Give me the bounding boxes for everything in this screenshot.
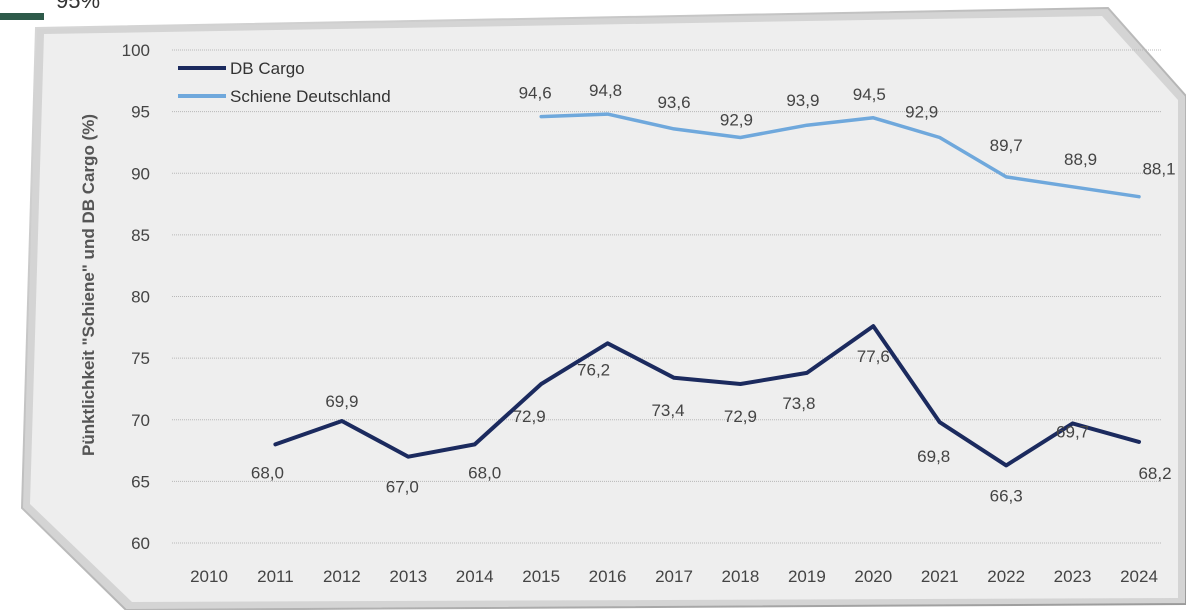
data-label: 66,3 [990, 486, 1023, 505]
y-tick-label: 95 [131, 103, 150, 122]
x-tick-label: 2023 [1054, 567, 1092, 586]
y-axis-ticks: 60 65 70 75 80 85 90 95 100 [122, 41, 150, 553]
x-tick-label: 2022 [987, 567, 1025, 586]
data-label: 92,9 [720, 111, 753, 130]
y-tick-label: 65 [131, 472, 150, 491]
data-label: 69,7 [1056, 422, 1089, 441]
y-tick-label: 75 [131, 349, 150, 368]
y-tick-label: 90 [131, 164, 150, 183]
data-label: 92,9 [905, 103, 938, 122]
x-tick-label: 2019 [788, 567, 826, 586]
data-label: 68,0 [468, 463, 501, 482]
data-label: 69,9 [325, 392, 358, 411]
x-tick-label: 2011 [257, 567, 294, 586]
y-axis-label: Pünktlichkeit "Schiene" und DB Cargo (%) [79, 114, 98, 456]
data-label: 93,9 [786, 91, 819, 110]
series-lines [273, 112, 1141, 468]
x-tick-label: 2018 [722, 567, 760, 586]
data-label: 72,9 [724, 407, 757, 426]
series-line-schiene-deutschland [539, 112, 1141, 199]
cut-off-heading: 95% [56, 0, 101, 13]
y-tick-label: 60 [131, 534, 150, 553]
data-label: 88,1 [1142, 160, 1175, 179]
data-label: 88,9 [1064, 150, 1097, 169]
green-accent-bar [0, 13, 44, 20]
panel-background [30, 16, 1178, 602]
x-tick-label: 2013 [389, 567, 427, 586]
data-label: 89,7 [990, 136, 1023, 155]
y-tick-label: 85 [131, 226, 150, 245]
data-label: 72,9 [513, 407, 546, 426]
data-label: 94,6 [519, 84, 552, 103]
x-axis-ticks: 2010 2011 2012 2013 2014 2015 2016 2017 2018 2019… [190, 567, 1158, 586]
data-label: 76,2 [577, 360, 610, 379]
legend-label: DB Cargo [230, 59, 305, 78]
x-tick-label: 2012 [323, 567, 361, 586]
data-label: 93,6 [657, 93, 690, 112]
data-label: 73,8 [782, 394, 815, 413]
legend: DB Cargo Schiene Deutschland [178, 59, 391, 106]
data-labels: 68,0 69,9 67,0 68,0 72,9 76,2 73,4 72,9 73,8 77,6… [251, 81, 1176, 505]
x-tick-label: 2017 [655, 567, 693, 586]
data-label: 69,8 [917, 447, 950, 466]
x-tick-label: 2020 [854, 567, 892, 586]
y-tick-label: 80 [131, 288, 150, 307]
legend-label: Schiene Deutschland [230, 87, 391, 106]
y-tick-label: 100 [122, 41, 150, 60]
y-tick-label: 70 [131, 411, 150, 430]
x-tick-label: 2010 [190, 567, 228, 586]
x-tick-label: 2016 [589, 567, 627, 586]
x-tick-label: 2015 [522, 567, 560, 586]
data-label: 77,6 [857, 347, 890, 366]
series-line-db-cargo [273, 324, 1141, 468]
data-label: 73,4 [651, 401, 684, 420]
data-label: 67,0 [386, 478, 419, 497]
data-label: 94,5 [853, 85, 886, 104]
x-tick-label: 2024 [1120, 567, 1158, 586]
x-tick-label: 2014 [456, 567, 494, 586]
x-tick-label: 2021 [921, 567, 959, 586]
data-label: 68,0 [251, 463, 284, 482]
data-label: 94,8 [589, 81, 622, 100]
data-label: 68,2 [1138, 464, 1171, 483]
